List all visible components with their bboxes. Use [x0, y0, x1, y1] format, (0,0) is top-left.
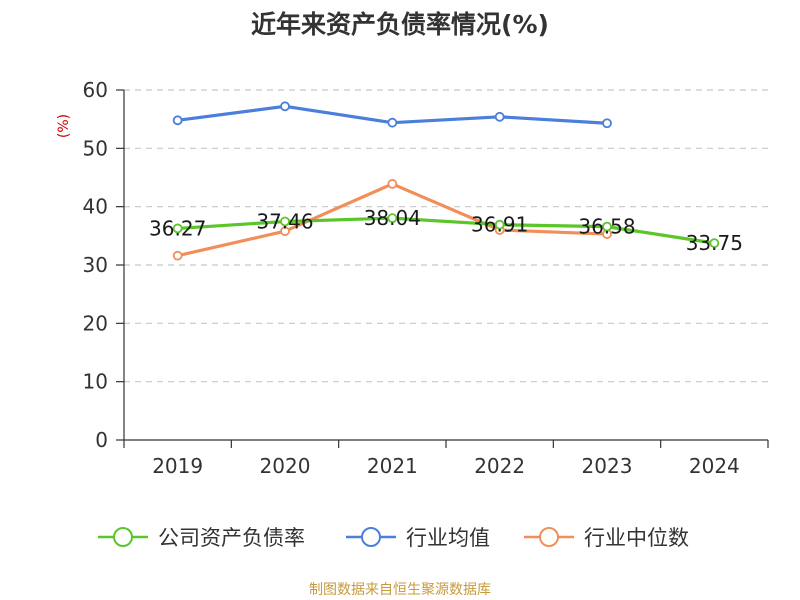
data-point-1-2020: [280, 101, 290, 112]
data-point-0-2022: [494, 219, 505, 230]
data-label-2021: 38.04: [364, 206, 421, 230]
legend-label-1: 行业均值: [406, 526, 490, 550]
data-point-1-2019: [172, 115, 183, 126]
data-label-2020: 37.46: [256, 209, 313, 233]
data-point-0-2020: [280, 216, 290, 227]
x-tick-label-2020: 2020: [260, 454, 311, 478]
legend: 公司资产负债率 行业均值 行业中位数: [98, 526, 689, 550]
data-label-2023: 36.58: [578, 215, 635, 239]
data-point-0-2019: [172, 223, 183, 234]
y-tick-label-40: 40: [83, 195, 108, 219]
legend-label-2: 行业中位数: [584, 526, 689, 550]
y-axis-unit-label: (%): [56, 114, 72, 138]
data-labels: 36.27 37.46 38.04 36.91 36.58 33.75: [149, 206, 743, 255]
data-label-2022: 36.91: [471, 213, 528, 237]
legend-label-0: 公司资产负债率: [158, 526, 305, 550]
x-tick-label-2019: 2019: [152, 454, 203, 478]
data-label-2024: 33.75: [686, 231, 743, 255]
y-tick-label-10: 10: [83, 370, 108, 394]
y-tick-label-0: 0: [95, 428, 108, 452]
legend-marker-2: [539, 527, 559, 547]
y-tick-label-30: 30: [83, 253, 108, 277]
data-point-2-2019: [172, 250, 183, 261]
data-point-0-2024: [709, 238, 720, 249]
x-tick-label-2024: 2024: [689, 454, 740, 478]
x-tick-label-2022: 2022: [474, 454, 525, 478]
legend-marker-1: [361, 527, 381, 547]
axes: 0 10 20 30 40 50 60 2019 2020 2021 2022 2023 2024: [83, 78, 769, 478]
data-point-2-2021: [387, 179, 398, 189]
data-label-2019: 36.27: [149, 216, 206, 240]
y-tick-label-60: 60: [83, 78, 108, 102]
x-tick-label-2023: 2023: [582, 454, 633, 478]
data-point-0-2023: [602, 221, 612, 232]
data-point-2-2020: [280, 226, 290, 237]
data-point-0-2021: [387, 213, 398, 224]
data-source-note: 制图数据来自恒生聚源数据库: [309, 582, 491, 598]
series-line-0: [176, 216, 716, 245]
x-tick-label-2021: 2021: [367, 454, 418, 478]
y-tick-label-50: 50: [83, 136, 108, 160]
chart-title: 近年来资产负债率情况(%): [251, 10, 549, 39]
y-tick-label-20: 20: [83, 311, 108, 335]
data-point-1-2023: [602, 118, 612, 129]
legend-marker-0: [113, 527, 133, 547]
series-lines: [172, 101, 720, 261]
data-point-1-2021: [387, 117, 398, 128]
data-point-1-2022: [494, 111, 505, 122]
